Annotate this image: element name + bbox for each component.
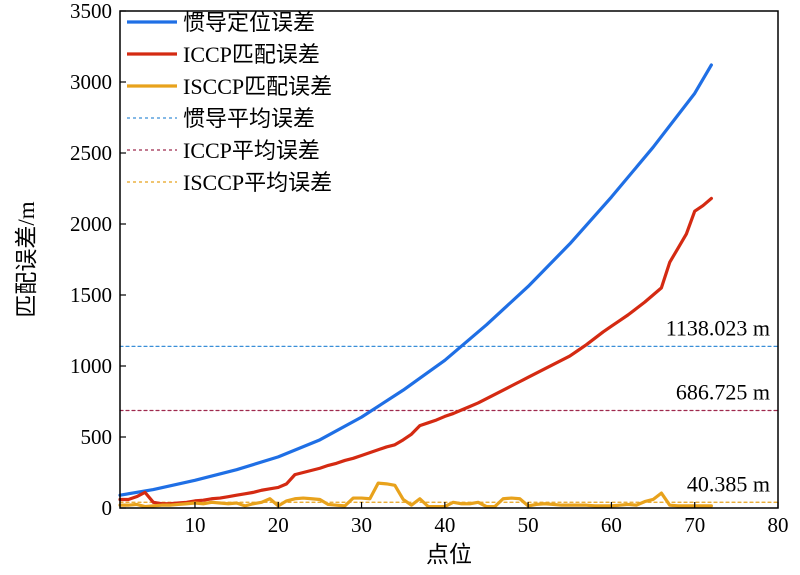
average-value-label: 40.385 m	[687, 471, 770, 496]
x-tick-label: 70	[684, 513, 705, 537]
y-tick-label: 2000	[70, 212, 112, 236]
x-tick-label: 10	[184, 513, 205, 537]
legend-label: ISCCP匹配误差	[183, 74, 332, 99]
series-line-1	[118, 196, 713, 506]
x-tick-label: 20	[268, 513, 289, 537]
plot-frame	[119, 10, 779, 509]
y-axis-title: 匹配误差/m	[14, 201, 39, 317]
annotation-layer: 1138.023 m 686.725 m 40.385 m	[666, 315, 770, 496]
average-value-label: 1138.023 m	[666, 315, 770, 340]
y-tick-label: 500	[81, 425, 113, 449]
x-axis-title: 点位	[426, 542, 472, 567]
ticks-layer: 10 20 30 40 50 60 70 80 0 500 1000 1500 2000 2500 3000…	[70, 0, 789, 537]
y-tick-label: 1000	[70, 354, 112, 378]
y-tick-label: 2500	[70, 141, 112, 165]
x-tick-label: 80	[768, 513, 789, 537]
x-tick-label: 30	[351, 513, 372, 537]
series-layer	[118, 63, 779, 509]
legend-label: ICCP平均误差	[183, 138, 320, 163]
x-tick-label: 50	[518, 513, 539, 537]
axes-layer	[119, 10, 779, 509]
y-tick-label: 1500	[70, 283, 112, 307]
y-tick-label: 3000	[70, 70, 112, 94]
legend-label: 惯导定位误差	[183, 10, 315, 35]
average-value-label: 686.725 m	[676, 379, 770, 404]
y-tick-label: 3500	[70, 0, 112, 23]
legend-label: ISCCP平均误差	[183, 170, 332, 195]
legend-label: 惯导平均误差	[183, 106, 315, 131]
y-tick-label: 0	[102, 496, 113, 520]
x-tick-label: 60	[601, 513, 622, 537]
series-line-2	[118, 481, 713, 509]
x-tick-label: 40	[434, 513, 455, 537]
series-line-0	[118, 63, 713, 497]
legend-label: ICCP匹配误差	[183, 42, 320, 67]
